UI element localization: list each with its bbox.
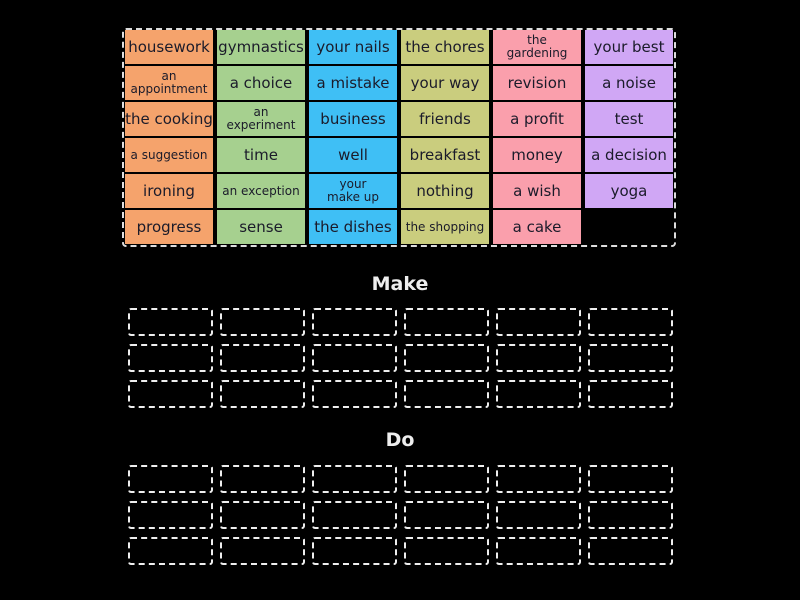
word-tile[interactable]: a noise bbox=[585, 66, 673, 100]
do-drop-slot[interactable] bbox=[220, 465, 305, 493]
word-tile[interactable]: the dishes bbox=[309, 210, 397, 244]
word-tile[interactable]: friends bbox=[401, 102, 489, 136]
word-tile[interactable]: progress bbox=[125, 210, 213, 244]
do-drop-slot[interactable] bbox=[496, 465, 581, 493]
do-drop-slot[interactable] bbox=[588, 465, 673, 493]
word-tile[interactable]: sense bbox=[217, 210, 305, 244]
word-tile[interactable]: a wish bbox=[493, 174, 581, 208]
do-drop-slot[interactable] bbox=[128, 501, 213, 529]
word-tile[interactable]: money bbox=[493, 138, 581, 172]
word-tile[interactable]: your nails bbox=[309, 30, 397, 64]
make-drop-slot[interactable] bbox=[496, 344, 581, 372]
word-tile[interactable]: a decision bbox=[585, 138, 673, 172]
word-tile[interactable]: the cooking bbox=[125, 102, 213, 136]
word-tile[interactable]: well bbox=[309, 138, 397, 172]
word-tile[interactable]: the shopping bbox=[401, 210, 489, 244]
word-tile[interactable]: the chores bbox=[401, 30, 489, 64]
do-drop-slot[interactable] bbox=[312, 501, 397, 529]
word-tile[interactable]: gymnastics bbox=[217, 30, 305, 64]
do-drop-slot[interactable] bbox=[312, 465, 397, 493]
group-heading-make: Make bbox=[371, 273, 429, 295]
do-drop-slot[interactable] bbox=[404, 465, 489, 493]
make-drop-slot[interactable] bbox=[312, 380, 397, 408]
word-tile[interactable]: business bbox=[309, 102, 397, 136]
word-tile[interactable]: test bbox=[585, 102, 673, 136]
word-tile[interactable]: a choice bbox=[217, 66, 305, 100]
do-drop-slot[interactable] bbox=[588, 537, 673, 565]
make-drop-slot[interactable] bbox=[312, 308, 397, 336]
word-tile[interactable]: your make up bbox=[309, 174, 397, 208]
word-tile[interactable]: time bbox=[217, 138, 305, 172]
make-drop-slot[interactable] bbox=[220, 308, 305, 336]
word-tile[interactable]: a cake bbox=[493, 210, 581, 244]
do-drop-slot[interactable] bbox=[128, 465, 213, 493]
word-tile[interactable]: breakfast bbox=[401, 138, 489, 172]
word-tile[interactable]: revision bbox=[493, 66, 581, 100]
do-drop-slot[interactable] bbox=[220, 501, 305, 529]
word-tile[interactable]: an appointment bbox=[125, 66, 213, 100]
word-tile[interactable]: your best bbox=[585, 30, 673, 64]
word-tile[interactable]: a suggestion bbox=[125, 138, 213, 172]
make-drop-slot[interactable] bbox=[404, 380, 489, 408]
make-drop-slot[interactable] bbox=[220, 344, 305, 372]
word-tile[interactable]: a profit bbox=[493, 102, 581, 136]
word-pool bbox=[122, 28, 676, 247]
make-drop-slot[interactable] bbox=[496, 380, 581, 408]
do-drop-slot[interactable] bbox=[220, 537, 305, 565]
word-tile[interactable]: nothing bbox=[401, 174, 489, 208]
word-tile[interactable]: housework bbox=[125, 30, 213, 64]
do-drop-slot[interactable] bbox=[588, 501, 673, 529]
word-tile[interactable]: ironing bbox=[125, 174, 213, 208]
make-drop-slot[interactable] bbox=[588, 380, 673, 408]
make-drop-slot[interactable] bbox=[128, 380, 213, 408]
word-tile[interactable]: yoga bbox=[585, 174, 673, 208]
word-tile[interactable]: the gardening bbox=[493, 30, 581, 64]
make-drop-slot[interactable] bbox=[404, 308, 489, 336]
do-drop-slot[interactable] bbox=[404, 537, 489, 565]
word-tile[interactable]: an exception bbox=[217, 174, 305, 208]
make-drop-slot[interactable] bbox=[588, 344, 673, 372]
do-drop-slot[interactable] bbox=[128, 537, 213, 565]
make-drop-slot[interactable] bbox=[496, 308, 581, 336]
do-drop-slot[interactable] bbox=[496, 537, 581, 565]
do-drop-slot[interactable] bbox=[496, 501, 581, 529]
word-tile[interactable]: your way bbox=[401, 66, 489, 100]
make-drop-slot[interactable] bbox=[588, 308, 673, 336]
do-drop-slot[interactable] bbox=[404, 501, 489, 529]
do-drop-slot[interactable] bbox=[312, 537, 397, 565]
word-tile[interactable]: a mistake bbox=[309, 66, 397, 100]
word-tile[interactable]: an experiment bbox=[217, 102, 305, 136]
make-drop-slot[interactable] bbox=[128, 308, 213, 336]
make-drop-slot[interactable] bbox=[128, 344, 213, 372]
make-drop-slot[interactable] bbox=[220, 380, 305, 408]
group-heading-do: Do bbox=[385, 429, 415, 451]
make-drop-slot[interactable] bbox=[404, 344, 489, 372]
make-drop-slot[interactable] bbox=[312, 344, 397, 372]
